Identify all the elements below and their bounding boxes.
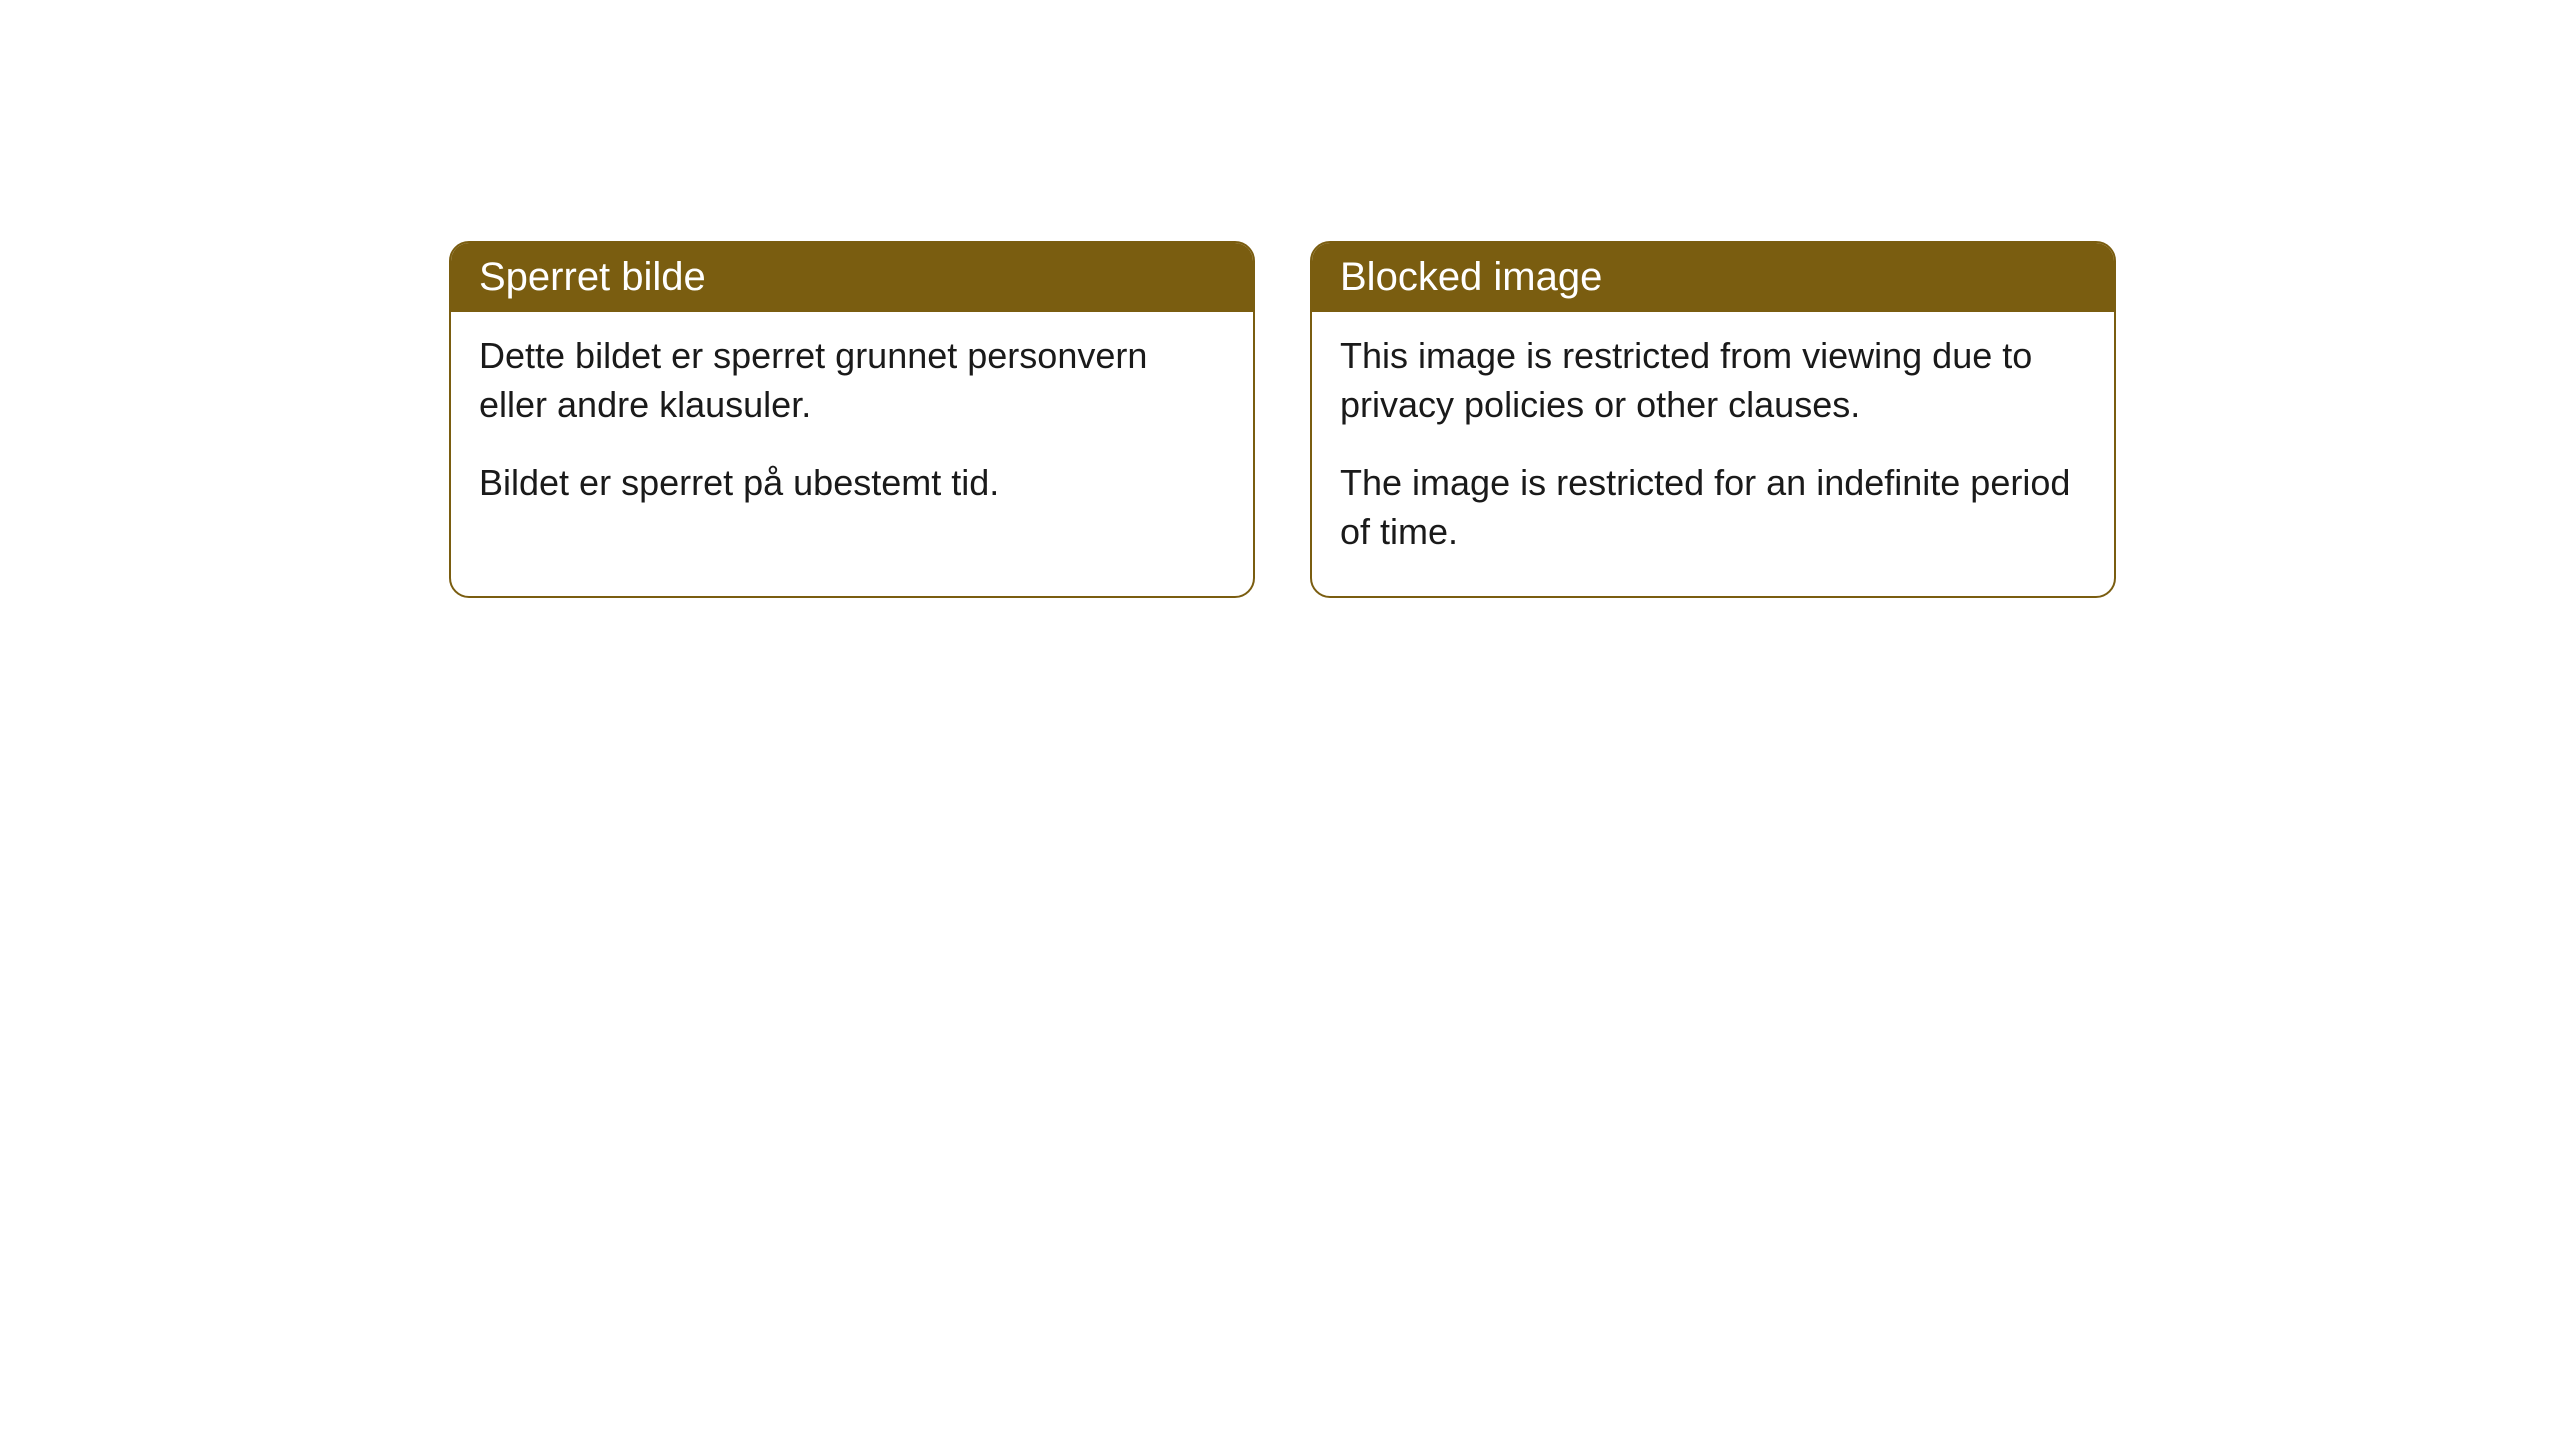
- card-paragraph: Bildet er sperret på ubestemt tid.: [479, 459, 1225, 508]
- notice-container: Sperret bilde Dette bildet er sperret gr…: [449, 241, 2116, 598]
- card-body: This image is restricted from viewing du…: [1312, 312, 2114, 596]
- card-title: Sperret bilde: [451, 243, 1253, 312]
- card-paragraph: Dette bildet er sperret grunnet personve…: [479, 332, 1225, 429]
- notice-card-nb: Sperret bilde Dette bildet er sperret gr…: [449, 241, 1255, 598]
- card-body: Dette bildet er sperret grunnet personve…: [451, 312, 1253, 596]
- notice-card-en: Blocked image This image is restricted f…: [1310, 241, 2116, 598]
- card-title: Blocked image: [1312, 243, 2114, 312]
- card-paragraph: The image is restricted for an indefinit…: [1340, 459, 2086, 556]
- card-paragraph: This image is restricted from viewing du…: [1340, 332, 2086, 429]
